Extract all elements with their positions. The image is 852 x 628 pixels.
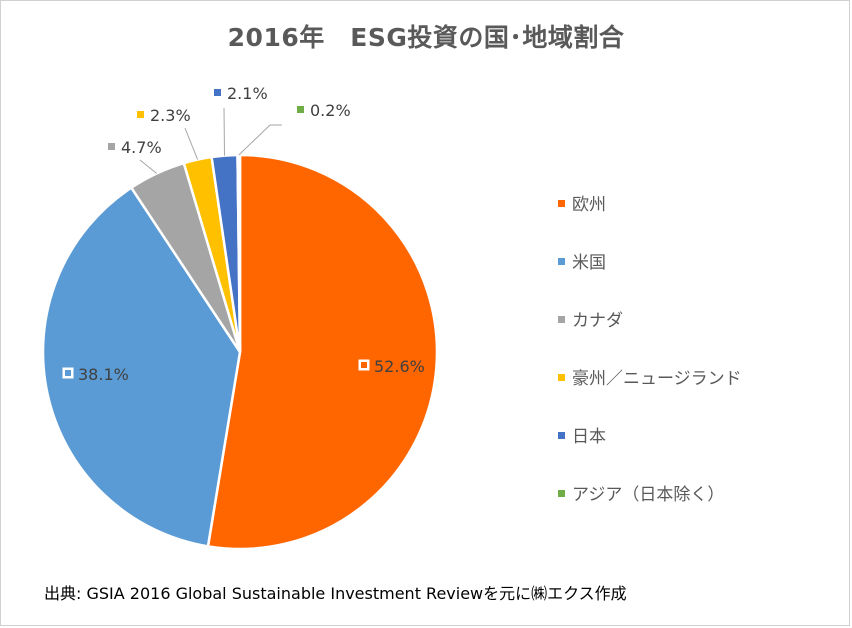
legend-item-1: 米国 xyxy=(558,252,606,274)
pie-slice-1 xyxy=(41,185,242,548)
legend-item-4: 日本 xyxy=(558,426,606,448)
legend-label-2: カナダ xyxy=(572,311,623,331)
legend-swatch-0 xyxy=(558,199,565,207)
legend-label-5: アジア（日本除く） xyxy=(572,485,725,505)
source-note: 出典: GSIA 2016 Global Sustainable Investm… xyxy=(44,584,627,603)
chart-title: 2016年 ESG投資の国･地域割合 xyxy=(227,23,625,52)
data-label-2: 4.7% xyxy=(108,138,162,157)
data-label-5: 0.2% xyxy=(297,101,351,120)
legend-item-3: 豪州／ニュージランド xyxy=(558,368,742,390)
leader-line-4 xyxy=(223,107,225,156)
legend-label-0: 欧州 xyxy=(572,195,606,215)
legend-item-0: 欧州 xyxy=(558,194,606,216)
data-label-marker-3 xyxy=(137,111,144,118)
leader-line-3 xyxy=(184,127,199,160)
data-label-marker-inner-1 xyxy=(65,370,71,376)
data-label-marker-5 xyxy=(297,106,304,113)
legend-swatch-5 xyxy=(558,489,565,497)
data-label-text-1: 38.1% xyxy=(78,365,129,384)
data-label-text-4: 2.1% xyxy=(227,84,268,103)
pie-slice-5 xyxy=(236,153,242,353)
data-label-text-5: 0.2% xyxy=(310,101,351,120)
legend-label-1: 米国 xyxy=(572,253,606,273)
leader-line-5 xyxy=(238,124,282,156)
legend-item-5: アジア（日本除く） xyxy=(558,484,724,506)
data-label-marker-2 xyxy=(108,143,115,150)
data-label-text-3: 2.3% xyxy=(150,106,191,125)
data-label-4: 2.1% xyxy=(214,84,268,103)
legend-swatch-4 xyxy=(558,431,565,439)
pie-slice-0 xyxy=(206,153,439,551)
legend-swatch-3 xyxy=(558,373,565,381)
data-label-text-0: 52.6% xyxy=(374,357,425,376)
legend-label-3: 豪州／ニュージランド xyxy=(572,369,742,389)
data-label-1: 38.1% xyxy=(62,365,129,384)
data-label-0: 52.6% xyxy=(358,357,425,376)
legend-swatch-1 xyxy=(558,257,565,265)
data-label-3: 2.3% xyxy=(137,106,191,125)
leader-line-2 xyxy=(139,159,158,174)
legend-swatch-2 xyxy=(558,315,565,323)
legend-label-4: 日本 xyxy=(572,427,606,447)
data-label-marker-4 xyxy=(214,89,221,96)
data-label-text-2: 4.7% xyxy=(121,138,162,157)
legend-item-2: カナダ xyxy=(558,310,623,332)
data-label-marker-inner-0 xyxy=(361,362,367,368)
